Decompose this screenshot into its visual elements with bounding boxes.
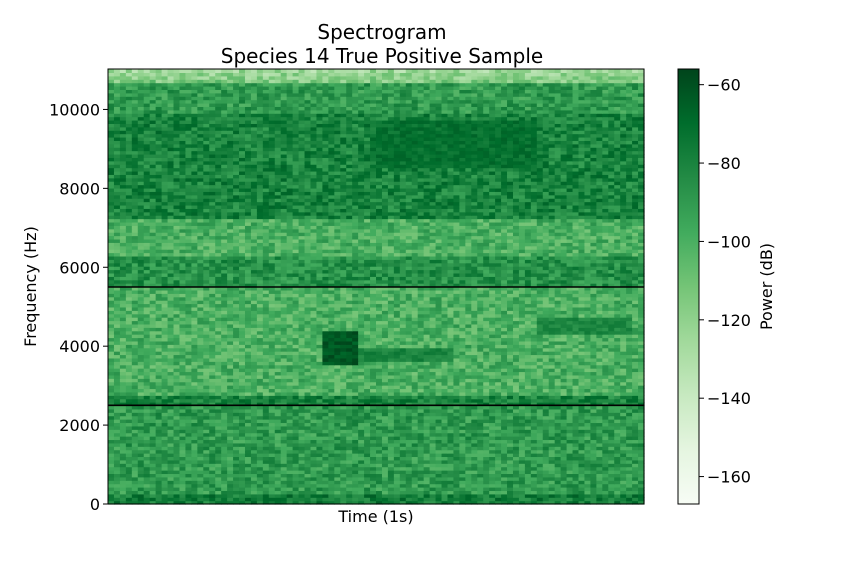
y-tick-label: 2000 — [59, 416, 100, 435]
y-tick-label: 0 — [90, 495, 100, 514]
colorbar — [677, 68, 700, 505]
colorbar-tick-label: −80 — [707, 154, 741, 173]
y-tick-label: 4000 — [59, 337, 100, 356]
colorbar-tick-label: −120 — [707, 311, 751, 330]
x-axis-label: Time (1s) — [337, 507, 413, 526]
colorbar-tick-label: −60 — [707, 76, 741, 95]
colorbar-label: Power (dB) — [757, 243, 776, 330]
colorbar-tick-label: −100 — [707, 232, 751, 251]
y-tick-label: 6000 — [59, 258, 100, 277]
colorbar-tick-label: −160 — [707, 468, 751, 487]
y-axis-label: Frequency (Hz) — [21, 226, 40, 347]
y-tick-label: 8000 — [59, 179, 100, 198]
y-tick-label: 10000 — [49, 100, 100, 119]
chart-subtitle: Species 14 True Positive Sample — [220, 44, 544, 68]
plot-frame — [107, 68, 645, 505]
colorbar-tick-label: −140 — [707, 389, 751, 408]
spectrogram-cells — [108, 69, 645, 505]
chart-title: Spectrogram — [317, 20, 447, 44]
